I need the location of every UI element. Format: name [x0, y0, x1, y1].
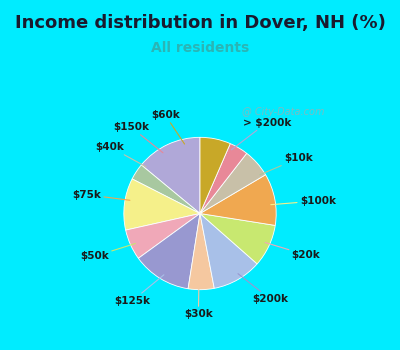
Wedge shape: [138, 214, 200, 289]
Text: $75k: $75k: [72, 190, 130, 200]
Text: $10k: $10k: [260, 153, 313, 175]
Text: $200k: $200k: [238, 274, 288, 304]
Text: $60k: $60k: [151, 110, 184, 144]
Text: @ City-Data.com: @ City-Data.com: [242, 107, 325, 117]
Wedge shape: [124, 179, 200, 230]
Wedge shape: [126, 214, 200, 258]
Text: $100k: $100k: [271, 196, 336, 206]
Wedge shape: [132, 165, 200, 214]
Wedge shape: [200, 214, 257, 288]
Text: $50k: $50k: [80, 244, 135, 261]
Text: $40k: $40k: [96, 142, 146, 167]
Wedge shape: [200, 214, 275, 264]
Wedge shape: [141, 137, 200, 214]
Text: Income distribution in Dover, NH (%): Income distribution in Dover, NH (%): [14, 14, 386, 32]
Text: $150k: $150k: [113, 122, 163, 153]
Text: $20k: $20k: [265, 243, 320, 260]
Text: All residents: All residents: [151, 41, 249, 55]
Wedge shape: [200, 175, 276, 225]
Text: $125k: $125k: [114, 275, 164, 306]
Wedge shape: [200, 137, 230, 214]
Text: > $200k: > $200k: [231, 118, 291, 150]
Wedge shape: [200, 153, 266, 214]
Text: $30k: $30k: [184, 285, 213, 319]
Wedge shape: [188, 214, 214, 290]
Wedge shape: [200, 144, 247, 214]
